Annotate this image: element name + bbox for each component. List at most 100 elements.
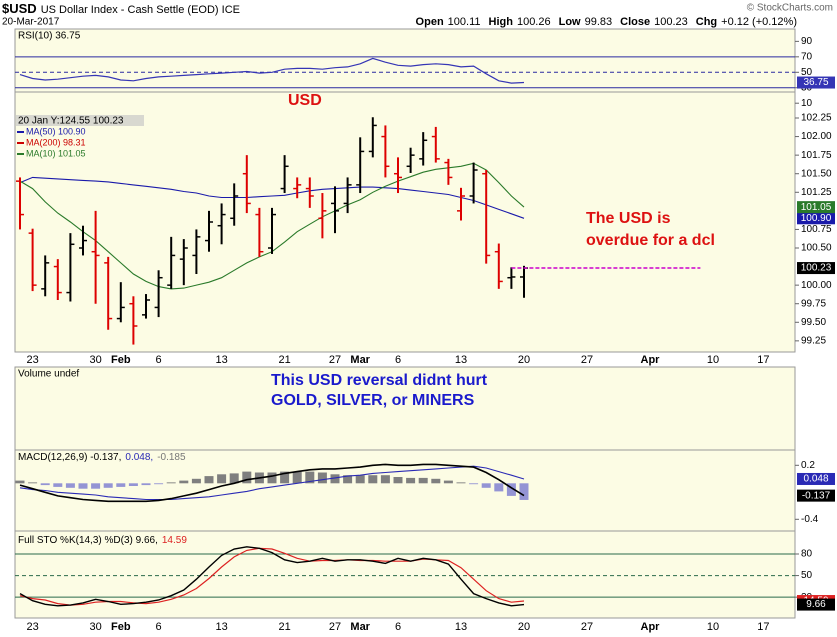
histogram-bar — [494, 483, 504, 492]
quote-label: Low — [559, 16, 581, 28]
legend-part: 0.048, — [125, 452, 153, 463]
value-box — [797, 472, 835, 485]
quote-label: Chg — [696, 16, 717, 28]
x-tick-label: 13 — [455, 621, 467, 633]
legend-entry: MA(10) 101.05 — [26, 148, 86, 158]
histogram-bar — [443, 480, 453, 484]
histogram-bar — [292, 471, 302, 484]
y-tick-label: 99.75 — [801, 298, 826, 309]
histogram-bar — [154, 483, 164, 485]
y-tick-label: 100.75 — [801, 224, 832, 235]
x-tick-label: 27 — [581, 354, 593, 366]
histogram-bar — [242, 471, 252, 484]
histogram-bar — [418, 477, 428, 484]
panel — [14, 366, 796, 451]
histogram-bar — [343, 475, 353, 484]
x-tick-label: 17 — [757, 621, 769, 633]
quote-label: High — [489, 16, 514, 28]
value-box — [797, 262, 835, 275]
histogram-bar — [406, 477, 416, 484]
x-tick-label: 20 — [518, 621, 530, 633]
histogram-bar — [380, 475, 390, 484]
series-line — [19, 57, 525, 84]
annotation: overdue for a dcl — [586, 232, 715, 249]
histogram-bar — [217, 474, 227, 484]
series-line — [19, 463, 525, 503]
histogram-bar — [91, 483, 101, 489]
annotation: USD — [288, 92, 322, 109]
y-tick-label: 100.50 — [801, 243, 832, 254]
series-line — [19, 546, 525, 607]
y-tick-label: 70 — [801, 51, 813, 62]
x-tick-label: 6 — [156, 621, 162, 633]
histogram-bar — [481, 483, 491, 488]
x-tick-label: 27 — [329, 354, 341, 366]
histogram-bar — [103, 483, 113, 488]
panel-legend: 20 Jan Y:124.55 100.23 — [18, 116, 124, 127]
panel — [14, 91, 796, 353]
histogram-bar — [355, 475, 365, 484]
y-tick-label: 102.25 — [801, 113, 832, 124]
y-tick-label: 10 — [801, 98, 813, 109]
quote-value: 100.11 — [448, 16, 481, 28]
y-tick-label: 80 — [801, 549, 813, 560]
annotation: This USD reversal didnt hurt — [271, 372, 488, 389]
histogram-bar — [191, 478, 201, 484]
date: 20-Mar-2017 — [2, 17, 60, 28]
value-box — [797, 212, 835, 225]
x-tick-label: 13 — [215, 354, 227, 366]
quote-value: +0.12 (+0.12%) — [721, 16, 797, 28]
y-tick-label: 101.50 — [801, 168, 832, 179]
legend-entry: MA(200) 98.31 — [26, 137, 86, 147]
annotation: The USD is — [586, 210, 671, 227]
y-tick-label: 99.25 — [801, 335, 826, 346]
value-box — [797, 598, 835, 611]
histogram-bar — [431, 478, 441, 484]
histogram-bar — [280, 471, 290, 484]
histogram-bar — [53, 483, 63, 487]
x-tick-label: 6 — [395, 621, 401, 633]
value-box-label: 36.75 — [803, 77, 828, 88]
instrument-name: US Dollar Index - Cash Settle (EOD) ICE — [41, 4, 240, 16]
value-box-label: 9.66 — [806, 599, 826, 610]
histogram-bar — [204, 476, 214, 484]
x-tick-label: 17 — [757, 354, 769, 366]
x-tick-label: 27 — [581, 621, 593, 633]
series-line — [19, 176, 525, 219]
panel — [14, 449, 796, 532]
y-tick-label: 90 — [801, 36, 813, 47]
legend-bg — [16, 115, 144, 126]
symbol: $USD — [2, 1, 37, 16]
value-box-label: 100.23 — [801, 263, 832, 274]
x-tick-label: 6 — [395, 354, 401, 366]
quote-value: 100.26 — [517, 16, 551, 28]
quote-value: 100.23 — [654, 16, 688, 28]
panel-legend: Full STO %K(14,3) %D(3) 9.66, 14.59 — [18, 535, 187, 546]
annotation: GOLD, SILVER, or MINERS — [271, 392, 475, 409]
x-tick-label: 6 — [156, 354, 162, 366]
value-box-label: -0.137 — [802, 490, 831, 501]
y-tick-label: 0.2 — [801, 460, 815, 471]
value-box — [797, 201, 835, 214]
quote-label: Close — [620, 16, 650, 28]
histogram-bar — [229, 473, 239, 484]
x-tick-label: 23 — [26, 354, 38, 366]
panel — [14, 28, 796, 93]
panel-legend: Volume undef — [18, 369, 79, 380]
histogram-bar — [28, 482, 38, 484]
x-tick-label: 10 — [707, 621, 719, 633]
histogram-bar — [317, 472, 327, 484]
x-tick-label: 23 — [26, 621, 38, 633]
x-tick-label: 13 — [215, 621, 227, 633]
x-tick-label: 21 — [278, 621, 290, 633]
value-box-label: 100.90 — [801, 213, 832, 224]
histogram-bar — [40, 483, 50, 486]
credit: © StockCharts.com — [747, 3, 833, 14]
histogram-bar — [141, 483, 151, 486]
x-tick-label: 27 — [329, 621, 341, 633]
x-tick-label: 21 — [278, 354, 290, 366]
x-tick-label: 10 — [707, 354, 719, 366]
quote: Open 100.11 High 100.26 Low 99.83 Close 100.23 C… — [416, 16, 797, 28]
legend-entry: MA(50) 100.90 — [26, 126, 86, 136]
